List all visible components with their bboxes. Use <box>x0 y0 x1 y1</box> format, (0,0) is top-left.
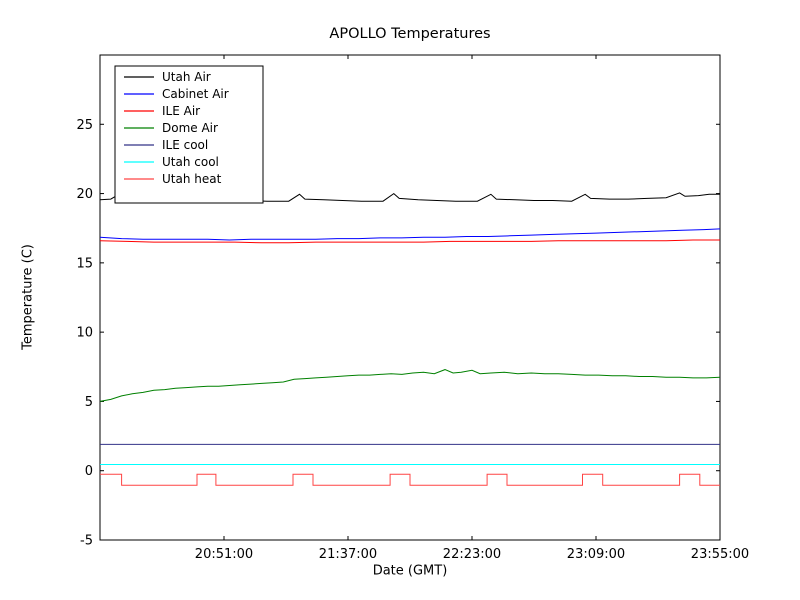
legend-label-utah-air: Utah Air <box>162 70 211 84</box>
plot-frame <box>99 54 721 541</box>
legend-label-cabinet-air: Cabinet Air <box>162 87 229 101</box>
y-tick-label: 5 <box>85 395 93 410</box>
legend-box <box>114 65 264 204</box>
x-tick-label: 23:09:00 <box>567 547 625 562</box>
legend-label-ile-cool: ILE cool <box>162 138 208 152</box>
y-tick-label: 25 <box>76 118 93 133</box>
y-tick-label: 20 <box>76 187 93 202</box>
y-tick-label: 15 <box>76 256 93 271</box>
y-tick-label: -5 <box>80 534 93 549</box>
y-tick-label: 10 <box>76 326 93 341</box>
y-tick-label: 0 <box>85 464 93 479</box>
legend-label-utah-cool: Utah cool <box>162 155 219 169</box>
chart-title: APOLLO Temperatures <box>329 26 491 42</box>
series-line-dome-air <box>99 369 721 402</box>
series-line-cabinet-air <box>99 228 721 241</box>
x-axis-label: Date (GMT) <box>372 563 448 579</box>
x-tick-label: 22:23:00 <box>443 547 501 562</box>
y-axis-label: Temperature (C) <box>20 244 36 350</box>
legend-label-ile-air: ILE Air <box>162 104 200 118</box>
legend-label-dome-air: Dome Air <box>162 121 218 135</box>
x-tick-label: 21:37:00 <box>319 547 377 562</box>
x-tick-label: 23:55:00 <box>691 547 749 562</box>
series-line-ile-air <box>99 239 720 244</box>
x-tick-label: 20:51:00 <box>195 547 253 562</box>
series-line-utah-heat <box>100 473 720 486</box>
legend-label-utah-heat: Utah heat <box>162 172 222 186</box>
